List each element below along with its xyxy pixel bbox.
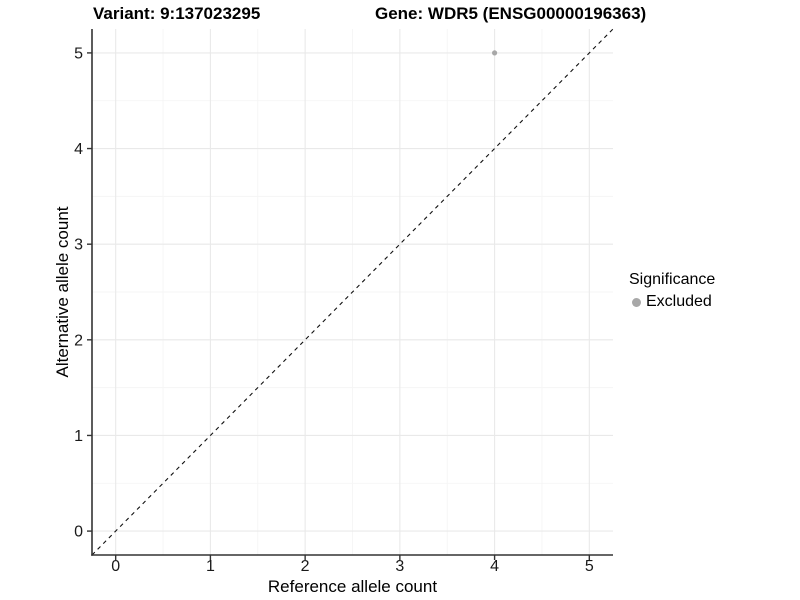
legend-title: Significance: [629, 271, 716, 288]
legend: Significance Excluded: [629, 271, 715, 311]
legend-item-excluded: Excluded: [629, 293, 715, 311]
legend-item-label: Excluded: [646, 293, 712, 310]
x-tick-label: 0: [111, 558, 120, 575]
x-tick-label: 1: [206, 558, 215, 575]
x-tick-label: 3: [395, 558, 404, 575]
y-tick-label: 0: [74, 524, 83, 541]
y-tick-label: 2: [74, 332, 83, 349]
x-axis-title: Reference allele count: [267, 577, 438, 596]
legend-key-point-icon: [632, 297, 641, 307]
y-tick-label: 3: [74, 237, 83, 254]
data-point: [491, 50, 498, 56]
y-tick-label: 5: [74, 45, 83, 62]
y-axis-title: Alternative allele count: [53, 206, 72, 378]
x-tick-label: 5: [585, 558, 594, 575]
plot-title-gene: Gene: WDR5 (ENSG00000196363): [375, 4, 647, 23]
x-tick-label: 2: [301, 558, 310, 575]
y-tick-label: 4: [74, 141, 83, 158]
identity-reference-line: [91, 28, 614, 556]
plot-title-variant: Variant: 9:137023295: [93, 4, 261, 23]
x-tick-label: 4: [490, 558, 499, 575]
y-tick-label: 1: [74, 428, 83, 445]
